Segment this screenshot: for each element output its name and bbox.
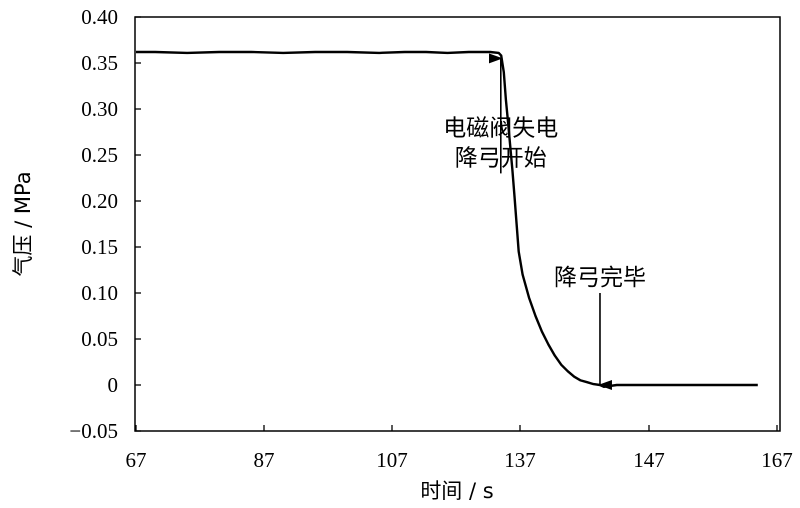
y-tick-label: −0.05 xyxy=(69,419,118,443)
x-tick-label: 107 xyxy=(376,448,408,472)
y-tick-label: 0.05 xyxy=(81,327,118,351)
x-tick-label: 167 xyxy=(761,448,793,472)
annotation-label: 降弓开始 xyxy=(455,145,547,171)
y-tick-label: 0.35 xyxy=(81,51,118,75)
x-axis-title: 时间 / s xyxy=(420,479,493,503)
y-axis-title: 气压 / MPa xyxy=(11,171,35,276)
y-tick-label: 0.15 xyxy=(81,235,118,259)
plot-area-frame xyxy=(134,16,781,432)
series-line xyxy=(136,50,758,388)
x-tick-label: 87 xyxy=(254,448,275,472)
annotation-label: 降弓完毕 xyxy=(554,265,646,291)
y-axis: −0.05 0 0.05 0.10 0.15 0.20 0.25 0.30 0.35 0.40 xyxy=(69,5,141,443)
x-axis: 67 87 107 137 147 167 xyxy=(126,425,793,472)
x-tick-label: 67 xyxy=(126,448,147,472)
series-group xyxy=(136,50,758,388)
annotation-label: 电磁阀失电 xyxy=(443,115,558,141)
y-tick-label: 0.10 xyxy=(81,281,118,305)
y-tick-label: 0.30 xyxy=(81,97,118,121)
y-tick-label: 0 xyxy=(108,373,119,397)
x-tick-label: 137 xyxy=(504,448,536,472)
y-tick-label: 0.40 xyxy=(81,5,118,29)
y-tick-label: 0.25 xyxy=(81,143,118,167)
y-tick-label: 0.20 xyxy=(81,189,118,213)
x-tick-label: 147 xyxy=(633,448,665,472)
